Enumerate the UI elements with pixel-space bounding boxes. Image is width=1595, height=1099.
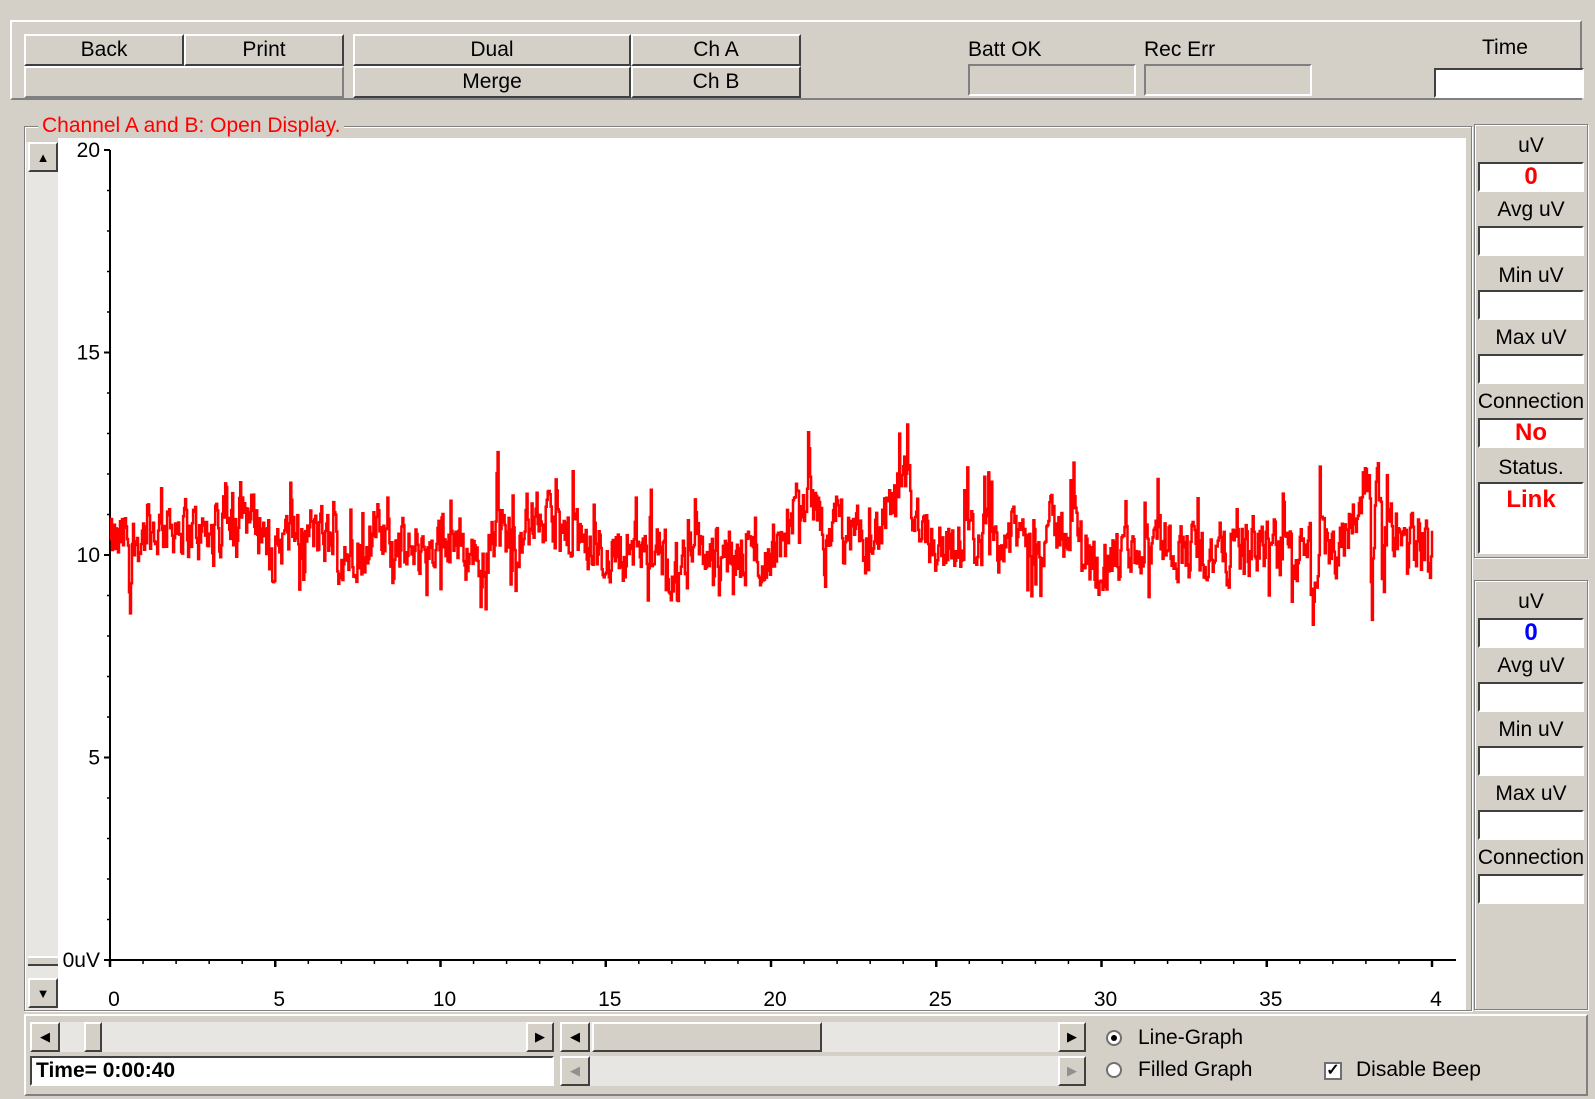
toolbar-empty-slot	[24, 66, 344, 98]
x-tick-label: 25	[929, 988, 952, 1010]
x-tick-label: 4	[1430, 988, 1442, 1010]
y-tick-label: 0uV	[63, 949, 100, 972]
ch-a-uv-label: uV	[1518, 134, 1544, 157]
graph-panel-title: Channel A and B: Open Display.	[38, 114, 345, 138]
disabled-scroll-left-button: ◀	[560, 1056, 590, 1086]
merge-button[interactable]: Merge	[353, 66, 631, 98]
y-tick-label: 10	[77, 544, 100, 567]
ch-b-min-label: Min uV	[1498, 718, 1564, 741]
print-button[interactable]: Print	[184, 34, 344, 66]
y-tick-label: 15	[77, 342, 100, 365]
ch-b-uv-label: uV	[1518, 590, 1544, 613]
x-tick-label: 20	[763, 988, 786, 1010]
line-graph-label[interactable]: Line-Graph	[1138, 1026, 1244, 1049]
ch-a-max-value	[1478, 354, 1584, 384]
ch-b-button[interactable]: Ch B	[631, 66, 801, 98]
time-scroll-thumb[interactable]	[84, 1022, 102, 1052]
disable-beep-label[interactable]: Disable Beep	[1356, 1058, 1481, 1081]
time-label: Time	[1482, 36, 1528, 59]
vertical-scale-scrollbar[interactable]	[26, 142, 58, 1010]
time-field	[1434, 68, 1584, 98]
time-scroll-left-button[interactable]: ◀	[30, 1022, 60, 1052]
scale-slider-thumb[interactable]	[28, 956, 58, 966]
back-button[interactable]: Back	[24, 34, 184, 66]
dual-button[interactable]: Dual	[353, 34, 631, 66]
series-trace-line	[109, 423, 1434, 626]
ch-a-min-label: Min uV	[1498, 264, 1564, 287]
y-tick-label: 5	[88, 747, 100, 770]
time-scroll-right-button[interactable]: ▶	[526, 1022, 554, 1052]
x-tick-label: 10	[433, 988, 456, 1010]
ch-a-button[interactable]: Ch A	[631, 34, 801, 66]
pan-scrollbar-disabled-track	[560, 1056, 1086, 1086]
disabled-scroll-right-button: ▶	[1058, 1056, 1086, 1086]
ch-b-min-value	[1478, 746, 1584, 776]
scroll-up-button[interactable]: ▲	[28, 142, 58, 172]
ch-a-status-value: Link	[1478, 482, 1584, 554]
ch-b-avg-label: Avg uV	[1497, 654, 1565, 677]
ch-a-max-label: Max uV	[1495, 326, 1567, 349]
ch-a-connection-label: Connection	[1477, 390, 1585, 413]
ch-a-avg-label: Avg uV	[1497, 198, 1565, 221]
pan-scroll-thumb[interactable]	[592, 1022, 822, 1052]
channel-a-panel	[1474, 124, 1588, 558]
channel-b-panel	[1474, 580, 1588, 1010]
x-tick-label: 0	[108, 988, 120, 1010]
filled-graph-label[interactable]: Filled Graph	[1138, 1058, 1253, 1081]
x-tick-label: 35	[1259, 988, 1282, 1010]
batt-ok-indicator	[968, 64, 1136, 96]
rec-err-label: Rec Err	[1144, 38, 1216, 61]
ch-a-avg-value	[1478, 226, 1584, 256]
y-tick-label: 20	[77, 139, 100, 162]
toolbar-frame	[10, 20, 1582, 100]
signal-chart: 20 15 10 5 0uV 0 5 10 15 20 25 30 35 4	[58, 138, 1466, 1010]
ch-b-max-value	[1478, 810, 1584, 840]
ch-a-min-value	[1478, 290, 1584, 320]
pan-scroll-left-button[interactable]: ◀	[560, 1022, 590, 1052]
x-tick-label: 15	[598, 988, 621, 1010]
x-tick-label: 30	[1094, 988, 1117, 1010]
time-readout-field: Time= 0:00:40	[30, 1056, 554, 1086]
graph-group-box	[24, 126, 1472, 1011]
line-graph-radio[interactable]	[1106, 1030, 1122, 1046]
time-scrollbar[interactable]	[30, 1022, 554, 1052]
ch-a-uv-value: 0	[1478, 162, 1584, 192]
ch-a-status-label: Status.	[1498, 456, 1564, 479]
disable-beep-checkbox[interactable]: ✓	[1324, 1062, 1342, 1080]
ch-b-connection-value	[1478, 874, 1584, 904]
batt-ok-label: Batt OK	[968, 38, 1042, 61]
rec-err-indicator	[1144, 64, 1312, 96]
pan-scroll-right-button[interactable]: ▶	[1058, 1022, 1086, 1052]
filled-graph-radio[interactable]	[1106, 1062, 1122, 1078]
bottom-bar-frame	[24, 1014, 1588, 1096]
x-tick-label: 5	[273, 988, 285, 1010]
ch-b-max-label: Max uV	[1495, 782, 1567, 805]
ch-b-uv-value: 0	[1478, 618, 1584, 648]
ch-a-connection-value: No	[1478, 418, 1584, 448]
ch-b-connection-label: Connection	[1477, 846, 1585, 869]
ch-b-avg-value	[1478, 682, 1584, 712]
scroll-down-button[interactable]: ▼	[28, 978, 58, 1008]
